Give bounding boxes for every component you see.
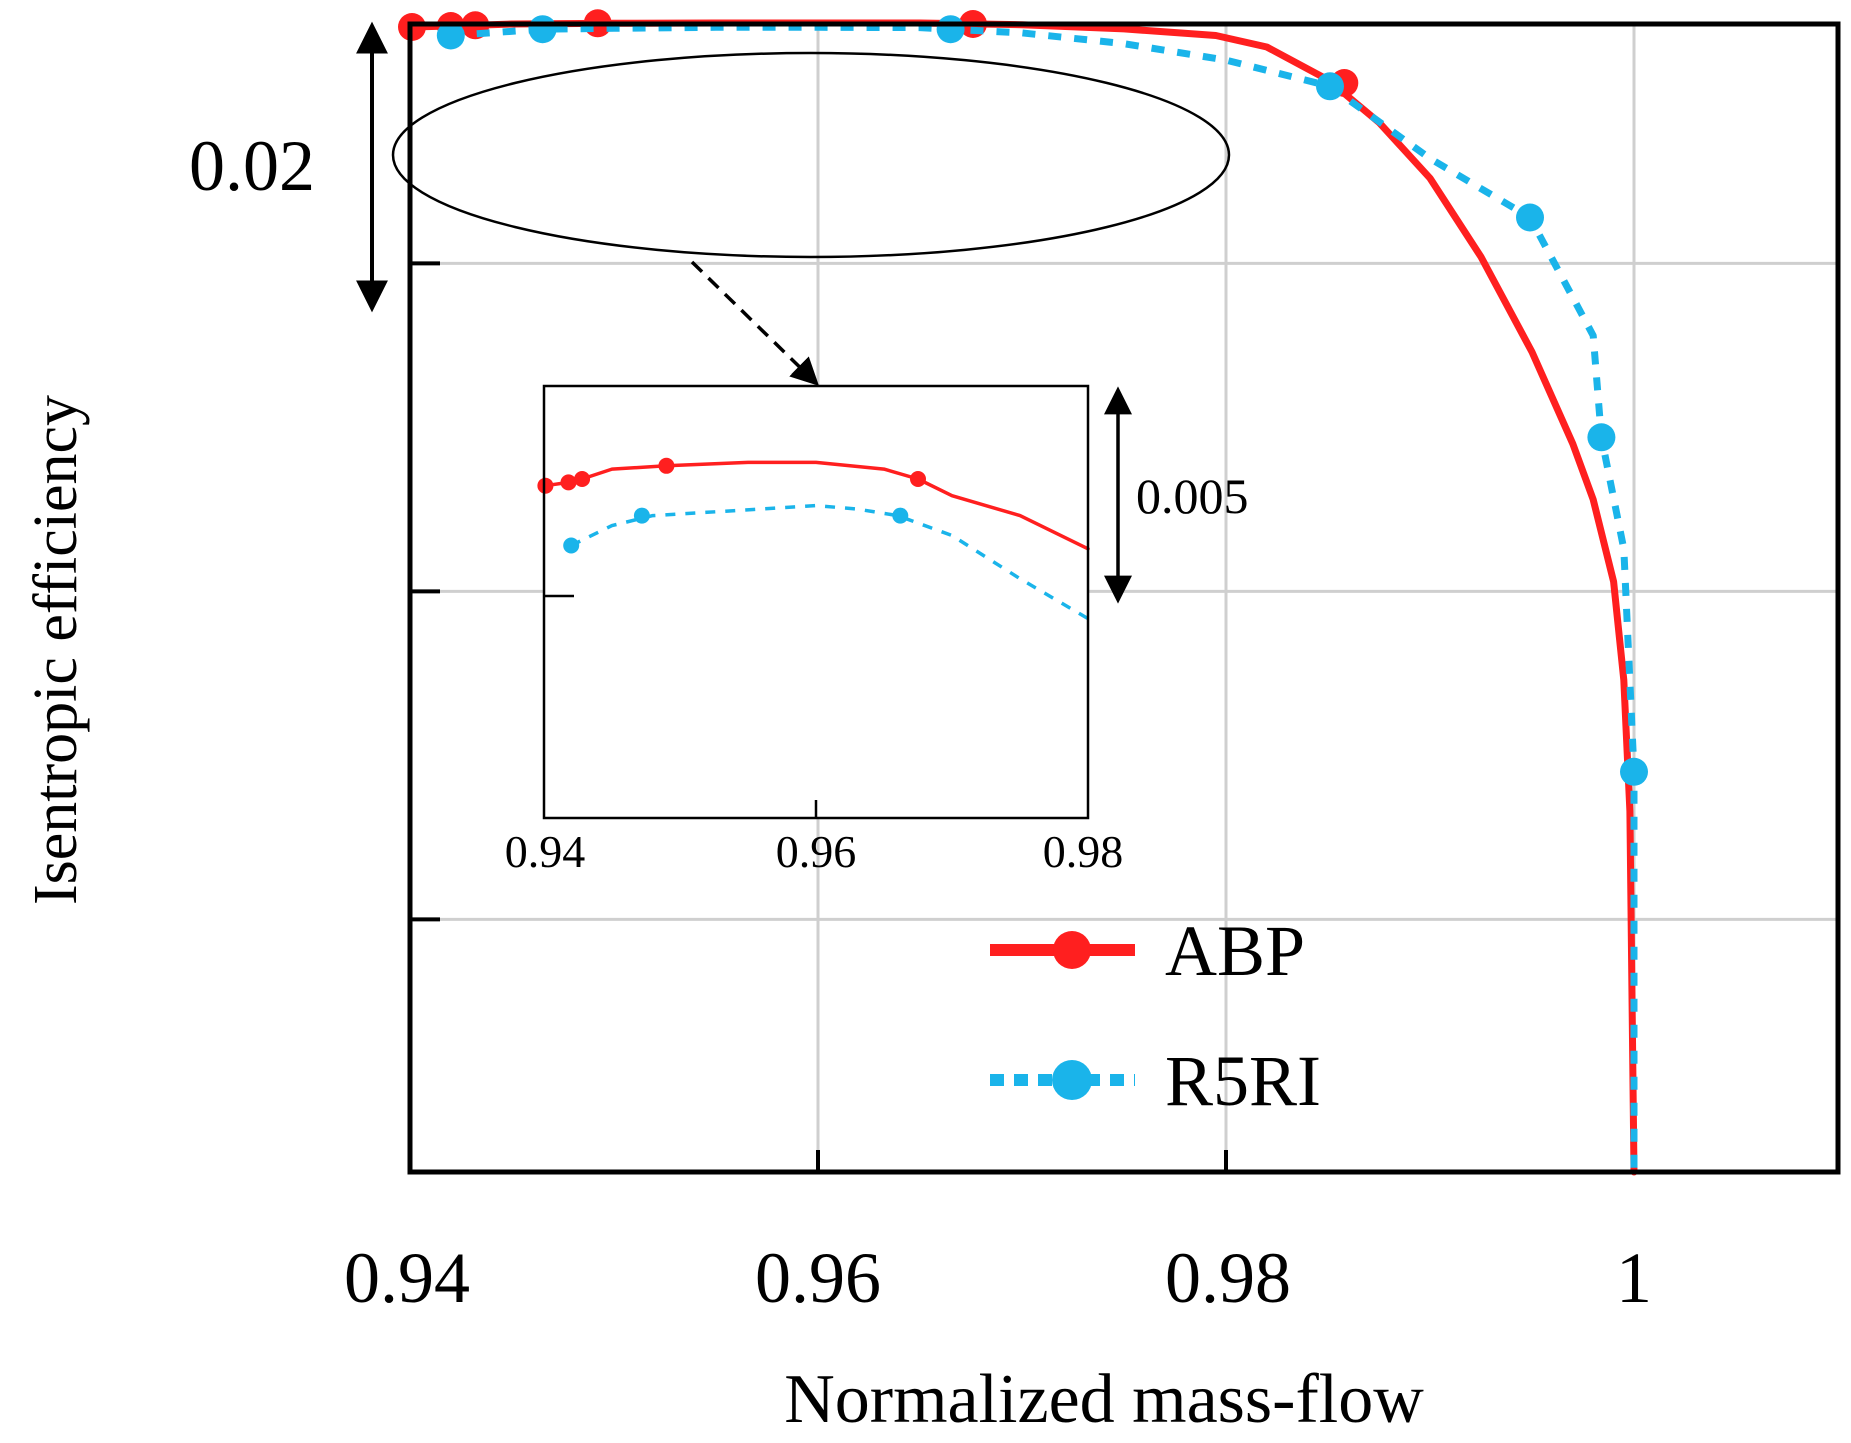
- inset-x-tick-label: 0.98: [1043, 826, 1124, 877]
- legend-label-r5ri: R5RI: [1165, 1041, 1321, 1121]
- legend-swatch-r5ri-marker: [1052, 1060, 1092, 1100]
- legend-swatch-abp-marker: [1053, 931, 1091, 969]
- legend-label-abp: ABP: [1165, 911, 1305, 991]
- inset-series: [537, 457, 1090, 621]
- inset-x-tick-label: 0.94: [505, 826, 586, 877]
- series-marker-abp: [560, 474, 577, 491]
- main-plot-frame: [407, 21, 1841, 1175]
- series-marker-r5ri: [563, 537, 580, 554]
- series-marker-r5ri: [1316, 72, 1344, 101]
- x-axis-label: Normalized mass-flow: [784, 1361, 1424, 1438]
- series-marker-abp: [658, 457, 675, 474]
- x-tick-label: 1: [1616, 1238, 1652, 1318]
- series-marker-r5ri: [892, 507, 909, 524]
- zoom-arrow: [690, 260, 820, 386]
- x-tick-label: 0.94: [344, 1238, 470, 1318]
- series-marker-r5ri: [528, 15, 557, 44]
- series-marker-abp: [910, 471, 926, 487]
- inset-background: [544, 386, 1088, 818]
- x-tick-label: 0.98: [1165, 1238, 1291, 1318]
- series-marker-r5ri: [436, 21, 465, 50]
- series-marker-abp: [537, 477, 554, 494]
- series-marker-abp: [574, 471, 591, 487]
- legend: ABP R5RI: [990, 911, 1321, 1121]
- x-tick-label: 0.96: [755, 1238, 881, 1318]
- series-marker-r5ri: [1516, 203, 1544, 232]
- y-axis-label: Isentropic efficiency: [22, 395, 90, 905]
- series-line-r5ri: [450, 23, 1638, 1172]
- series-marker-r5ri: [936, 15, 965, 44]
- main-y-ticks: [408, 261, 1228, 1172]
- series-marker-r5ri: [633, 507, 650, 524]
- inset-x-tick-label: 0.96: [776, 826, 857, 877]
- series-marker-r5ri: [1620, 757, 1648, 786]
- zoom-region-ellipse: [391, 51, 1231, 259]
- scale-label-main: 0.02: [189, 126, 315, 206]
- scale-label-inset: 0.005: [1136, 468, 1249, 524]
- series-marker-r5ri: [1587, 423, 1616, 452]
